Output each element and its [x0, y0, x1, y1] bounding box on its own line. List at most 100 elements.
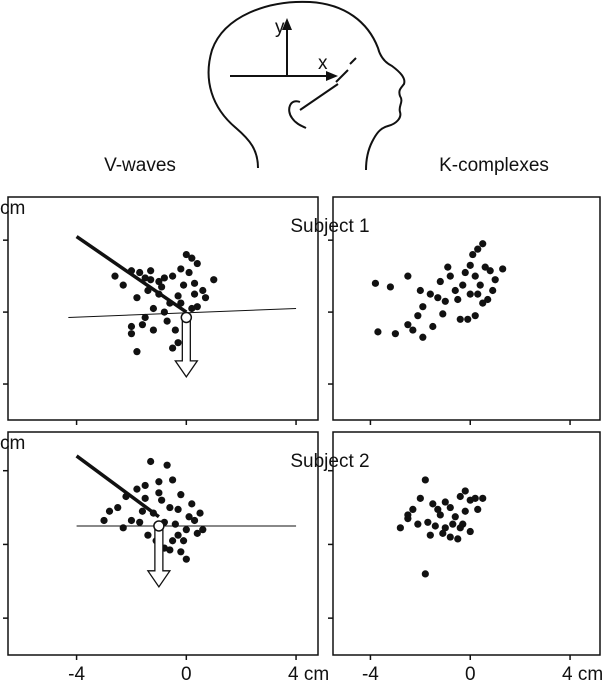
scatter-point — [185, 513, 193, 521]
scatter-point — [166, 546, 174, 554]
scatter-point — [436, 277, 444, 286]
column-title: K-complexes — [439, 155, 549, 176]
scatter-point — [416, 286, 424, 295]
scatter-point — [431, 522, 439, 530]
scatter-point — [481, 263, 489, 271]
scatter-point — [461, 507, 469, 515]
scatter-point — [459, 281, 467, 289]
mean-point — [180, 311, 193, 324]
scatter-point — [199, 526, 207, 534]
mean-arrow — [146, 525, 172, 588]
scatter-point — [133, 294, 141, 302]
scatter-point — [210, 276, 218, 284]
scatter-point — [127, 267, 136, 275]
scatter-point — [489, 286, 497, 295]
eye — [335, 57, 357, 83]
scatter-point — [100, 516, 108, 525]
scatter-point — [419, 333, 427, 341]
vector-line — [68, 308, 297, 318]
scatter-point — [158, 283, 166, 291]
scatter-point — [149, 304, 157, 313]
scatter-point — [169, 272, 177, 280]
scatter-point — [404, 511, 412, 519]
scatter-point — [434, 294, 442, 302]
scatter-point — [155, 290, 163, 298]
scatter-point — [414, 520, 422, 528]
scatter-point — [476, 281, 484, 289]
scatter-point — [479, 494, 487, 502]
scatter-point — [484, 295, 492, 304]
scatter-point — [133, 348, 141, 356]
scatter-point — [439, 529, 447, 537]
scatter-point — [456, 492, 464, 501]
scatter-point — [155, 489, 163, 497]
scatter-point — [188, 500, 196, 508]
scatter-point — [141, 313, 149, 322]
scatter-point — [456, 524, 464, 532]
x-tick-label: 0 — [465, 664, 476, 685]
scatter-point — [491, 276, 499, 284]
column-title: V-waves — [104, 155, 176, 176]
scatter-point — [144, 531, 152, 539]
scatter-point — [454, 535, 462, 543]
scatter-point — [141, 274, 149, 282]
scatter-point — [409, 326, 417, 334]
scatter-point — [188, 254, 196, 262]
scatter-point — [471, 312, 479, 320]
scatter-point — [149, 509, 157, 517]
scatter-point — [160, 308, 168, 316]
scatter-point — [201, 294, 210, 302]
scatter-point — [182, 250, 190, 259]
scatter-point — [419, 303, 427, 311]
y-unit-label: cm — [0, 198, 25, 219]
scatter-point — [169, 476, 177, 484]
scatter-point — [466, 290, 474, 298]
scatter-point — [169, 344, 177, 352]
panel-title: Subject 2 — [290, 451, 369, 472]
scatter-point — [193, 259, 201, 268]
scatter-point — [182, 555, 190, 563]
scatter-point — [179, 537, 188, 545]
scatter-point — [471, 272, 479, 280]
scatter-point — [119, 281, 127, 289]
scatter-point — [396, 524, 404, 532]
scatter-point — [426, 290, 434, 298]
scatter-point — [474, 245, 482, 253]
x-tick-label: -4 — [68, 664, 85, 685]
head-diagram: y x — [207, 0, 406, 171]
plot-frame — [332, 196, 601, 421]
scatter-point — [114, 503, 122, 512]
scatter-point — [409, 505, 417, 514]
scatter-point — [179, 281, 188, 289]
y-label: y — [275, 17, 285, 38]
scatter-point — [190, 279, 199, 287]
scatter-point — [474, 505, 482, 514]
scatter-point — [185, 268, 193, 277]
scatter-point — [147, 267, 155, 275]
scatter-point — [461, 268, 469, 277]
scatter-point — [144, 286, 152, 295]
ear — [288, 100, 307, 129]
scatter-point — [486, 267, 494, 275]
scatter-point — [149, 326, 157, 334]
x-tick-label: 0 — [181, 664, 192, 685]
scatter-point — [105, 507, 114, 515]
scatter-point — [174, 339, 182, 347]
scatter-point — [193, 529, 201, 537]
arrowhead — [282, 18, 292, 30]
scatter-point — [163, 461, 171, 469]
scatter-point — [441, 524, 449, 532]
scatter-point — [446, 533, 454, 541]
panel-title: Subject 1 — [290, 216, 369, 237]
scatter-point — [441, 498, 449, 506]
scatter-point — [119, 524, 127, 532]
scatter-point — [414, 312, 422, 320]
x-tick-label: -4 — [362, 664, 379, 685]
plot-frame — [7, 196, 319, 421]
scatter-point — [174, 505, 182, 514]
scatter-point — [464, 315, 472, 323]
scatter-point — [434, 505, 442, 514]
scatter-point — [444, 263, 452, 271]
scatter-point — [190, 290, 199, 298]
